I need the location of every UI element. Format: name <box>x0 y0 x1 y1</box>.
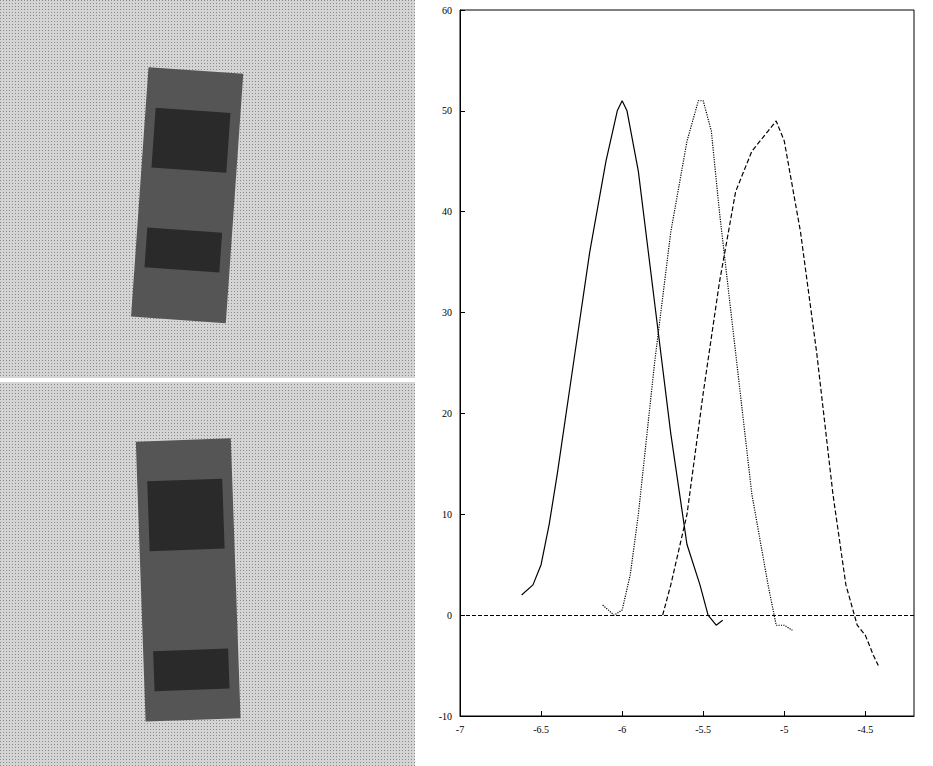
svg-text:50: 50 <box>442 105 452 116</box>
svg-text:0: 0 <box>447 610 452 621</box>
svg-text:-7: -7 <box>456 724 464 735</box>
svg-text:60: 60 <box>442 5 452 16</box>
svg-text:10: 10 <box>442 509 452 520</box>
svg-text:-6: -6 <box>618 724 626 735</box>
svg-text:40: 40 <box>442 206 452 217</box>
svg-text:-5.5: -5.5 <box>695 724 711 735</box>
svg-text:20: 20 <box>442 408 452 419</box>
svg-text:-6.5: -6.5 <box>533 724 549 735</box>
svg-text:-10: -10 <box>439 711 452 722</box>
svg-text:30: 30 <box>442 307 452 318</box>
svg-text:-5: -5 <box>780 724 788 735</box>
svg-text:-4.5: -4.5 <box>857 724 873 735</box>
